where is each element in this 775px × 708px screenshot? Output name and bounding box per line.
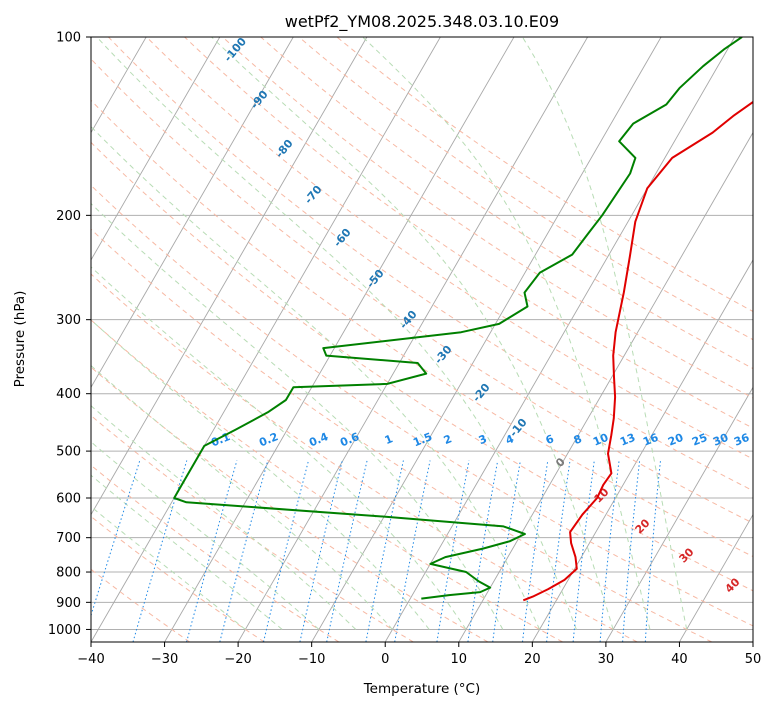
moist-adiabat-line [91,441,320,630]
mixing-ratio-label: 1 [383,432,395,447]
isotherm-line [679,513,753,642]
y-tick-label: 700 [56,531,81,546]
mixing-ratio-label: 20 [666,431,685,449]
profile-lines [173,37,753,602]
moist-adiabat-line [91,319,430,630]
y-tick-label: 300 [56,313,81,328]
isotherm-line [91,37,368,516]
dry-adiabat-line [91,58,753,524]
dry-adiabat-line [91,141,753,592]
mixing-ratio-line [522,460,549,642]
y-tick-label: 500 [56,445,81,460]
dry-adiabat-line [91,273,638,642]
y-tick-label: 900 [56,596,81,611]
y-tick-label: 800 [56,566,81,581]
dry-adiabat-line [91,319,563,642]
x-axis-ticks: −40 −30 −20 −10 0 10 20 30 40 50 [77,642,761,667]
y-tick-label: 600 [56,492,81,507]
moist-adiabat-line [96,37,577,630]
dry-adiabat-line [184,37,753,429]
mixing-ratio-line [365,460,404,642]
mixing-ratio-line [436,460,470,642]
mixing-ratio-line [186,460,238,642]
moist-adiabat-line [521,37,688,630]
moist-adiabat-line [211,37,614,630]
mixing-ratio-line [572,460,595,642]
moist-adiabat-line [91,266,467,630]
isotherm-line [605,386,753,642]
chart-title: wetPf2_YM08.2025.348.03.10.E09 [285,12,559,32]
y-tick-label: 1000 [48,623,81,638]
y-axis-label: Pressure (hPa) [12,291,28,388]
moist-adiabat-line [362,37,651,630]
x-tick-label: −10 [298,652,325,667]
dry-adiabat-line [91,99,753,558]
moist-adiabat-line [91,125,541,630]
mixing-ratio-label: 10 [591,431,610,449]
x-tick-label: 20 [524,652,541,667]
y-axis-ticks: 100 200 300 400 500 600 700 800 900 1000 [48,31,91,638]
isotherm-line [91,37,441,642]
dry-adiabat-line [91,366,489,642]
x-tick-label: 30 [598,652,615,667]
isotherm-line [237,37,588,642]
dry-adiabat-line [91,515,265,642]
isotherm-line [531,259,753,642]
mixing-ratio-line [599,460,620,642]
dry-adiabat-line [336,37,753,313]
plot-frame [90,36,754,643]
moist-adiabat-line [91,474,283,630]
isotherm-line [91,37,294,389]
x-tick-label: −20 [224,652,251,667]
mixing-ratio-label: 36 [732,431,751,449]
mixing-ratio-line [394,460,431,642]
mixing-ratio-label: 2 [442,432,454,447]
x-tick-label: 50 [745,652,762,667]
moist-adiabat-line [91,364,393,630]
mixing-ratio-label: 3 [477,432,489,447]
background-lines [0,37,753,642]
mixing-ratio-label: 30 [711,431,730,449]
mixing-ratio-line [326,460,368,642]
isotherm-line [91,37,221,261]
mixing-ratio-line [299,460,343,642]
moist-adiabat-line [91,405,357,630]
mixing-ratio-line [219,460,269,642]
isotherm-line [164,37,515,642]
mixing-ratio-line [263,460,309,642]
x-tick-label: 0 [381,652,389,667]
x-tick-label: 10 [451,652,468,667]
y-tick-label: 200 [56,209,81,224]
isotherm-line [0,37,73,642]
x-tick-label: −40 [77,652,104,667]
dry-adiabat-line [260,37,753,370]
mixing-ratio-label: 25 [690,431,709,449]
moist-adiabat-line [91,505,246,630]
temperature-profile-line [522,100,753,602]
dry-adiabat-line [108,37,753,492]
mixing-ratio-line [492,460,521,642]
y-tick-label: 100 [56,31,81,46]
dewpoint-profile-line [173,37,743,600]
x-tick-label: −30 [151,652,178,667]
dry-adiabat-line [91,464,340,642]
mixing-ratio-label: 16 [641,431,660,449]
dry-adiabat-line [146,37,753,460]
dry-adiabat-line [91,228,713,642]
isotherm-line [752,641,753,642]
moist-adiabat-line [91,202,504,630]
mixing-ratio-label: 13 [618,431,637,449]
dry-adiabat-line [91,184,753,627]
plot-background [91,37,753,642]
isotherm-line [458,131,753,642]
mixing-ratio-label: 8 [572,432,584,447]
x-tick-label: 40 [671,652,688,667]
x-axis-label: Temperature (°C) [363,681,481,697]
isotherm-line [384,37,736,642]
isotherm-line [311,37,662,642]
mixing-ratio-line [546,460,571,642]
y-tick-label: 400 [56,387,81,402]
mixing-ratio-line [467,460,499,642]
